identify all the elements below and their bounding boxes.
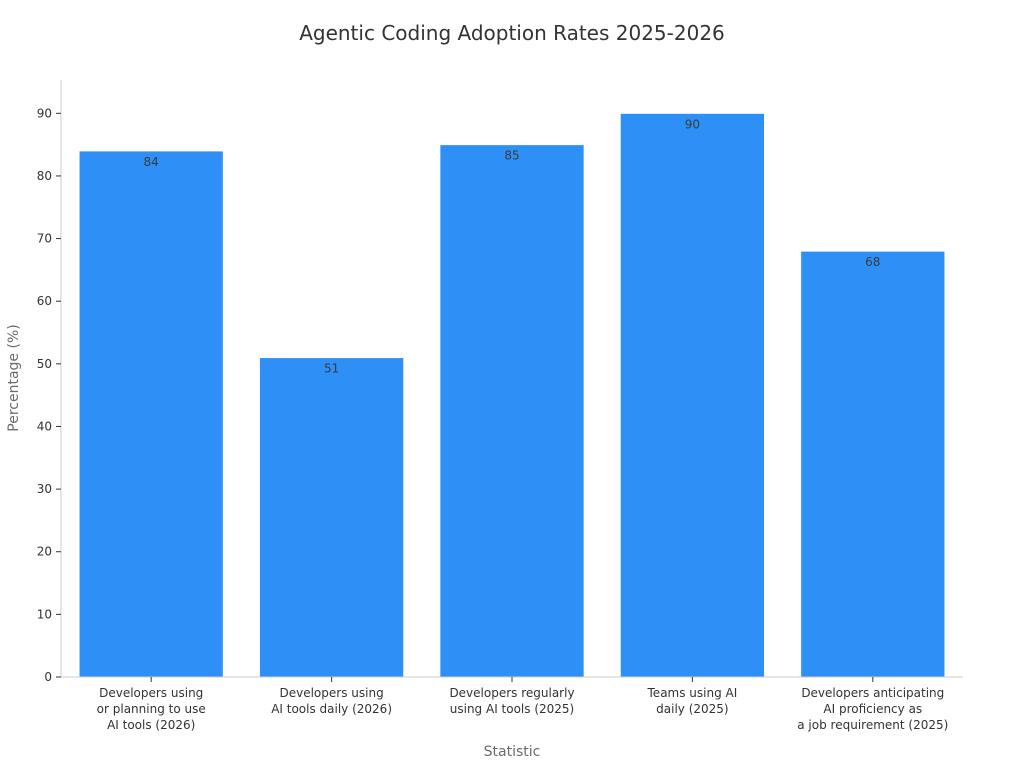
y-tick-label: 70: [37, 232, 52, 246]
x-tick-label-line: daily (2025): [656, 702, 728, 716]
x-tick-label-line: Developers using: [99, 686, 203, 700]
y-tick-label: 60: [37, 294, 52, 308]
y-tick-label: 30: [37, 482, 52, 496]
x-tick-label-line: AI proficiency as: [823, 702, 922, 716]
y-tick-label: 80: [37, 169, 52, 183]
y-tick-label: 90: [37, 106, 52, 120]
y-axis-label: Percentage (%): [6, 324, 22, 431]
x-tick-label-line: using AI tools (2025): [450, 702, 574, 716]
x-tick-label-line: Developers regularly: [449, 686, 574, 700]
bar-3: [439, 144, 585, 678]
x-tick-label-4: Teams using AI daily (2025): [647, 686, 738, 716]
x-tick-label-line: Developers using: [279, 686, 383, 700]
data-label-5: 68: [865, 255, 880, 269]
x-tick-label-line: AI tools daily (2026): [271, 702, 392, 716]
bar-2: [258, 357, 405, 678]
y-tick-label: 20: [37, 545, 52, 559]
x-axis-label: Statistic: [484, 744, 541, 760]
bar-5: [800, 250, 946, 678]
y-tick-label: 10: [37, 607, 52, 621]
data-label-2: 51: [324, 362, 339, 376]
x-tick-label-3: Developers regularly using AI tools (2025…: [449, 686, 574, 716]
bars-group: [78, 112, 946, 678]
bar-4: [619, 112, 766, 678]
x-tick-label-line: a job requirement (2025): [797, 718, 948, 732]
x-tick-label-line: or planning to use: [97, 702, 206, 716]
x-tick-label-line: Teams using AI: [647, 686, 738, 700]
x-tick-label-2: Developers using AI tools daily (2026): [271, 686, 392, 716]
y-ticks-group: 0 10 20 30 40 50 60 70 80 90: [37, 106, 61, 684]
y-tick-label: 50: [37, 357, 52, 371]
bar-1: [78, 150, 224, 678]
y-tick-label: 40: [37, 419, 52, 433]
data-label-1: 84: [144, 155, 159, 169]
chart-title: Agentic Coding Adoption Rates 2025-2026: [299, 21, 725, 45]
data-labels-group: 84 51 85 90 68: [144, 117, 881, 375]
x-tick-label-1: Developers using or planning to use AI too…: [97, 686, 206, 732]
y-tick-label: 0: [44, 670, 52, 684]
x-tick-label-line: AI tools (2026): [107, 718, 195, 732]
x-tick-label-5: Developers anticipating AI proficiency as…: [797, 686, 948, 732]
data-label-3: 85: [504, 149, 519, 163]
x-tick-label-line: Developers anticipating: [801, 686, 944, 700]
x-ticks-group: Developers using or planning to use AI too…: [97, 677, 948, 732]
data-label-4: 90: [685, 117, 700, 131]
